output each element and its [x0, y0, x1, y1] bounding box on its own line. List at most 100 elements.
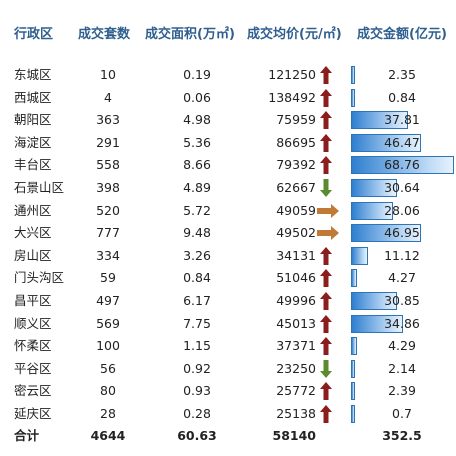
deal-count: 520: [96, 202, 120, 218]
deal-amount: 2.39: [388, 383, 416, 399]
district-name: 密云区: [14, 383, 52, 399]
amount-data-bar: [351, 382, 355, 401]
header-amount: 成交金额(亿元): [357, 27, 447, 42]
avg-price: 49996: [276, 293, 316, 308]
deal-count: 80: [100, 383, 116, 399]
deal-count: 56: [100, 360, 116, 376]
deal-amount: 46.95: [384, 225, 420, 241]
total-amount: 352.5: [382, 428, 422, 443]
amount-data-bar: [351, 179, 397, 197]
avg-price: 25772: [276, 383, 316, 399]
district-name: 西城区: [14, 89, 52, 105]
up-arrow-icon: [320, 246, 332, 265]
up-arrow-icon: [320, 156, 332, 175]
avg-price: 138492: [268, 89, 316, 105]
district-name: 门头沟区: [14, 270, 65, 286]
down-arrow-icon: [320, 359, 332, 378]
deal-amount: 11.12: [384, 247, 420, 263]
deal-amount: 0.7: [392, 406, 412, 421]
amount-data-bar: [351, 269, 358, 288]
deal-amount: 46.47: [384, 134, 420, 150]
deal-area: 0.92: [183, 360, 211, 376]
avg-price: 121250: [268, 67, 316, 82]
district-name: 怀柔区: [14, 338, 52, 354]
district-name: 大兴区: [14, 225, 52, 241]
header-count: 成交套数: [78, 27, 131, 42]
avg-price: 49059: [276, 202, 316, 218]
header-district: 行政区: [14, 27, 54, 42]
district-name: 通州区: [14, 202, 52, 218]
deal-amount: 4.29: [388, 338, 416, 354]
deal-amount: 2.35: [388, 67, 416, 82]
deal-area: 0.06: [183, 89, 211, 105]
district-name: 平谷区: [14, 360, 52, 376]
header-area: 成交面积(万㎡): [145, 27, 235, 42]
deal-count: 28: [100, 406, 116, 421]
district-name: 东城区: [14, 67, 52, 82]
right-arrow-icon: [317, 203, 339, 218]
deal-count: 4: [104, 89, 112, 105]
up-arrow-icon: [320, 66, 332, 84]
deal-area: 1.15: [183, 338, 211, 354]
avg-price: 86695: [276, 134, 316, 150]
avg-price: 25138: [276, 406, 316, 421]
deal-area: 3.26: [183, 247, 211, 263]
district-name: 丰台区: [14, 157, 52, 173]
total-count: 4644: [90, 428, 126, 443]
amount-data-bar: [351, 66, 355, 84]
deal-area: 0.84: [183, 270, 211, 286]
deal-area: 4.98: [183, 112, 211, 128]
deal-count: 291: [96, 134, 120, 150]
deal-amount: 4.27: [388, 270, 416, 286]
district-name: 海淀区: [14, 134, 52, 150]
total-price: 58140: [272, 428, 317, 443]
amount-data-bar: [351, 337, 358, 356]
deal-area: 5.72: [183, 202, 211, 218]
avg-price: 45013: [276, 315, 316, 331]
avg-price: 37371: [276, 338, 316, 354]
up-arrow-icon: [320, 382, 332, 401]
deal-amount: 28.06: [384, 202, 420, 218]
amount-data-bar: [351, 314, 404, 333]
district-name: 石景山区: [14, 180, 65, 195]
district-name: 顺义区: [14, 315, 52, 331]
amount-data-bar: [351, 201, 394, 220]
deal-amount: 0.84: [388, 89, 416, 105]
deal-count: 569: [96, 315, 120, 331]
amount-data-bar: [351, 405, 355, 423]
deal-area: 6.17: [183, 293, 211, 308]
amount-data-bar: [351, 292, 398, 310]
down-arrow-icon: [320, 179, 332, 197]
district-name: 朝阳区: [14, 112, 52, 128]
district-name: 房山区: [14, 247, 52, 263]
deal-count: 10: [100, 67, 116, 82]
deal-area: 0.19: [183, 67, 211, 82]
up-arrow-icon: [320, 133, 332, 152]
avg-price: 79392: [276, 157, 316, 173]
deal-amount: 30.85: [384, 293, 420, 308]
deal-area: 5.36: [183, 134, 211, 150]
header-price: 成交均价(元/㎡): [247, 27, 342, 42]
up-arrow-icon: [320, 88, 332, 107]
avg-price: 34131: [276, 247, 316, 263]
deal-amount: 68.76: [384, 157, 420, 173]
amount-data-bar: [351, 246, 368, 265]
deal-count: 363: [96, 112, 120, 128]
deal-area: 4.89: [183, 180, 211, 195]
deal-area: 0.28: [183, 406, 211, 421]
total-area: 60.63: [177, 428, 217, 443]
up-arrow-icon: [320, 405, 332, 423]
deal-amount: 30.64: [384, 180, 420, 195]
avg-price: 23250: [276, 360, 316, 376]
avg-price: 49502: [276, 225, 316, 241]
deal-amount: 37.81: [384, 112, 420, 128]
district-name: 延庆区: [14, 406, 52, 421]
amount-data-bar: [351, 224, 422, 243]
deal-area: 0.93: [183, 383, 211, 399]
deal-area: 9.48: [183, 225, 211, 241]
up-arrow-icon: [320, 337, 332, 356]
deal-count: 334: [96, 247, 120, 263]
deal-count: 497: [96, 293, 120, 308]
amount-data-bar: [351, 133, 421, 152]
deal-area: 8.66: [183, 157, 211, 173]
